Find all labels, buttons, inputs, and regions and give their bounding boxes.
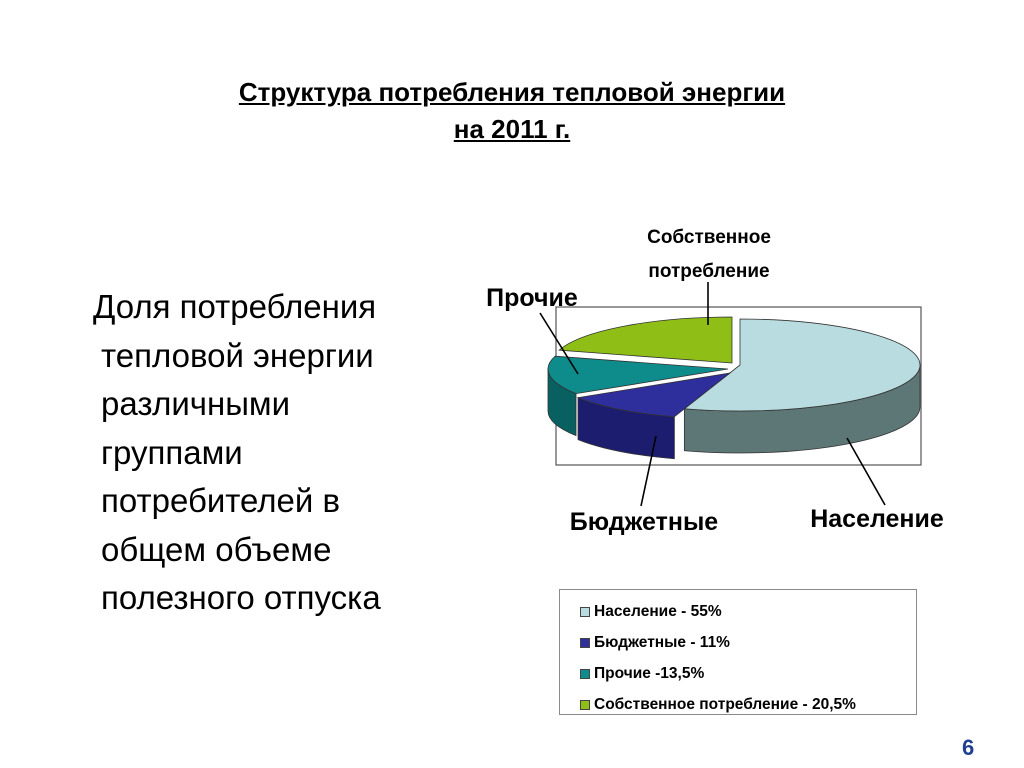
callout-label-sobstvennoe-1: Собственное [647,227,771,248]
legend-swatch [580,637,590,648]
legend-item: Собственное потребление - 20,5% [580,689,916,720]
callout-label-prochie: Прочие [486,284,578,312]
legend-swatch [580,606,590,617]
pie-slices [547,316,921,460]
legend-label: Прочие -13,5% [594,664,705,682]
chart-legend: Население - 55% Бюджетные - 11% Прочие -… [559,589,917,715]
legend-item: Бюджетные - 11% [580,627,916,658]
legend-item: Население - 55% [580,596,916,627]
slide-title-line-1: Структура потребления тепловой энергии [238,77,786,107]
slide-title-line-2: на 2011 г. [453,114,571,144]
legend-item: Прочие -13,5% [580,658,916,689]
callout-label-byudzhetnye: Бюджетные [570,508,719,536]
body-text-line: группами [101,433,243,471]
body-text-line: тепловой энергии [101,336,374,374]
callout-labels: Собственное потребление Прочие Бюджетные… [486,227,944,537]
legend-label: Собственное потребление - 20,5% [594,695,856,713]
legend-swatch [580,668,590,679]
body-text: Доля потребления тепловой энергии различ… [93,283,463,623]
body-text-line: потребителей в [101,482,341,519]
leader-line-byudzhetnye [640,435,657,507]
body-text-line: различными [101,385,291,422]
leader-line-naselenie [846,437,886,506]
leader-line-prochie [539,312,579,375]
slide-title: Структура потребления тепловой энергии н… [0,74,1024,148]
body-text-line: полезного отпуска [101,579,381,616]
body-text-line: Доля потребления [93,288,377,325]
callout-leader-lines [539,282,886,507]
pie-slice-1 [683,318,921,412]
callout-label-naselenie: Население [810,505,944,533]
callout-label-sobstvennoe-2: потребление [648,261,769,282]
legend-label: Бюджетные - 11% [594,633,730,651]
pie-slice-2 [576,372,732,418]
body-text-line: общем объеме [101,530,332,568]
page-number: 6 [962,735,975,760]
legend-label: Население - 55% [594,602,722,620]
pie-slice-3 [547,355,729,395]
legend-swatch [580,699,590,710]
